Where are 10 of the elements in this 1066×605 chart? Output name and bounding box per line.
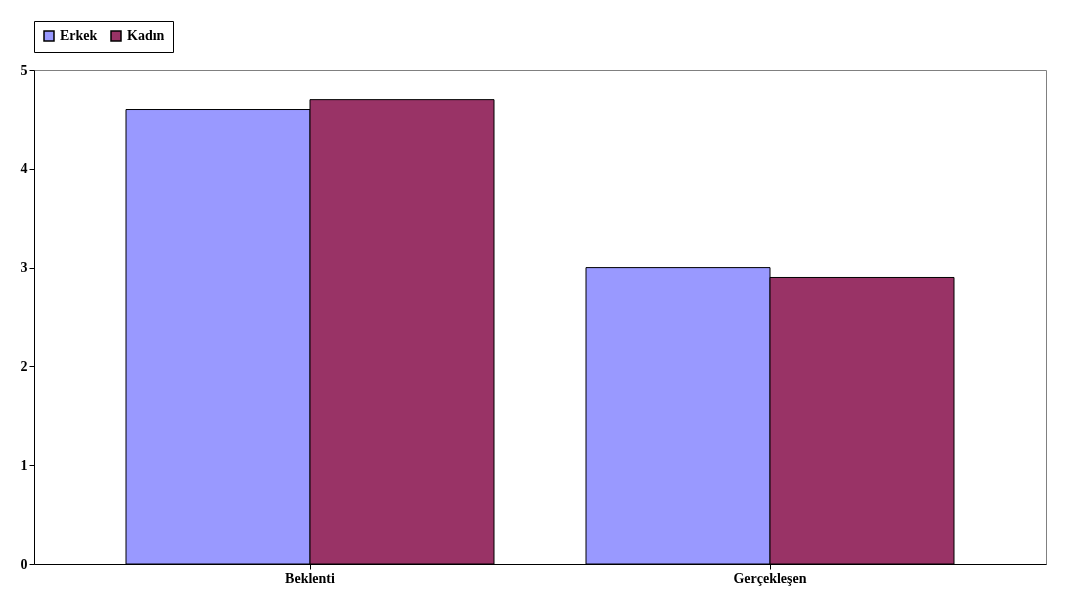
y-tick-label: 3 [20,260,28,276]
y-tick-label: 4 [20,161,28,177]
y-tick-label: 5 [20,62,28,78]
y-tick-label: 0 [20,556,28,572]
y-tick-label: 1 [20,457,28,473]
legend-label: Erkek [60,28,98,43]
x-tick-label: Gerçekleşen [733,570,807,586]
y-tick-label: 2 [20,358,28,374]
legend-label: Kadın [127,28,165,43]
x-tick-label: Beklenti [285,570,335,586]
